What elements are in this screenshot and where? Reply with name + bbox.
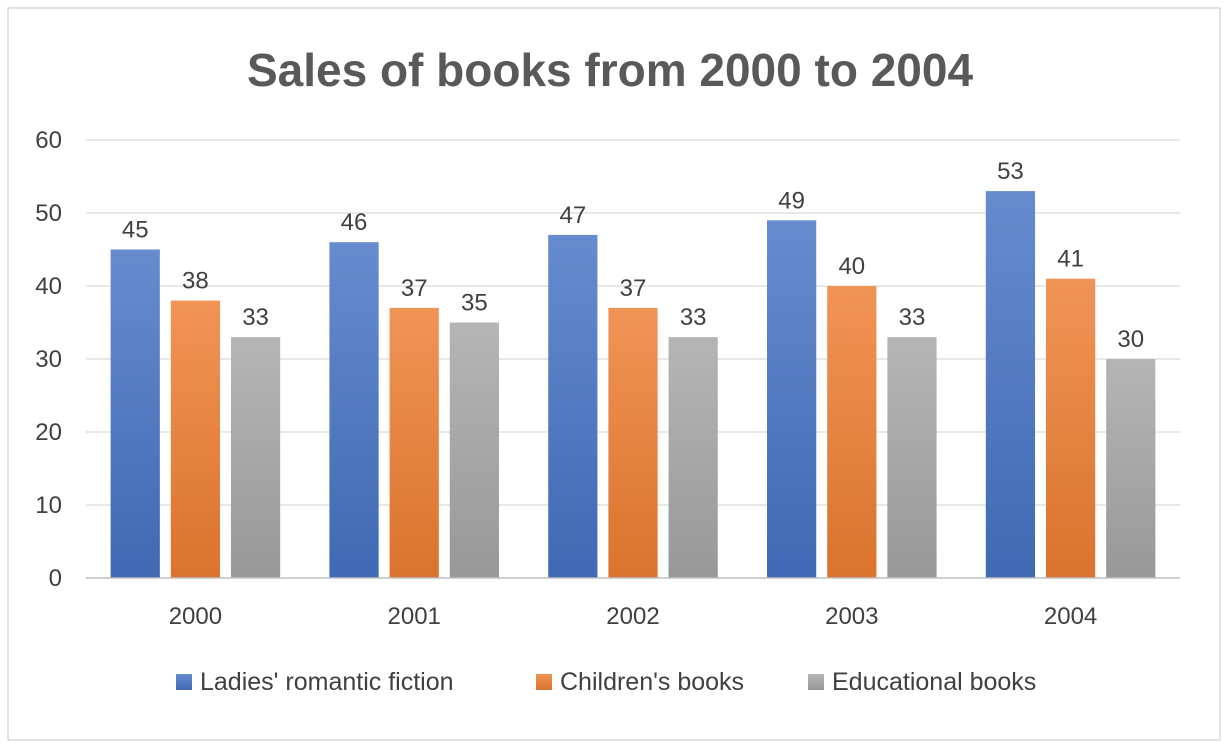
bar <box>389 307 439 578</box>
bar <box>827 286 877 578</box>
y-tick-label: 60 <box>35 127 62 154</box>
y-tick-label: 30 <box>35 346 62 373</box>
data-label: 45 <box>122 217 149 244</box>
data-label: 30 <box>1117 326 1144 353</box>
legend-label: Educational books <box>832 668 1036 696</box>
x-tick-label: 2004 <box>1044 603 1097 630</box>
legend-swatch <box>808 674 824 690</box>
chart-title: Sales of books from 2000 to 2004 <box>247 44 973 96</box>
legend-swatch <box>176 674 192 690</box>
data-label: 33 <box>899 304 926 331</box>
x-tick-label: 2002 <box>606 603 659 630</box>
bar <box>548 234 598 578</box>
bar <box>887 337 937 578</box>
bar <box>1106 359 1156 578</box>
bar <box>985 191 1036 578</box>
data-label: 41 <box>1057 246 1084 273</box>
data-label: 46 <box>341 209 368 236</box>
data-label: 38 <box>182 268 209 295</box>
bar <box>767 220 817 579</box>
data-labels: 45 38 33 46 37 35 47 37 33 49 40 33 53 41 30 <box>122 158 1144 353</box>
y-tick-label: 10 <box>35 492 62 519</box>
bar <box>449 322 499 578</box>
data-label: 35 <box>461 290 488 317</box>
data-label: 40 <box>838 253 865 280</box>
data-label: 33 <box>242 304 269 331</box>
x-tick-label: 2003 <box>825 603 878 630</box>
bar <box>170 300 221 578</box>
bar <box>329 242 379 578</box>
bar <box>230 337 281 578</box>
bars <box>110 191 1156 579</box>
data-label: 47 <box>559 202 586 229</box>
x-axis-ticks: 2000 2001 2002 2003 2004 <box>169 603 1098 630</box>
bar <box>668 337 718 578</box>
data-label: 53 <box>997 158 1024 185</box>
x-tick-label: 2001 <box>388 603 441 630</box>
data-label: 37 <box>401 275 428 302</box>
x-tick-label: 2000 <box>169 603 222 630</box>
legend-label: Children's books <box>560 668 744 696</box>
y-axis-ticks: 0 10 20 30 40 50 60 <box>35 127 62 592</box>
y-tick-label: 20 <box>35 419 62 446</box>
y-tick-label: 40 <box>35 273 62 300</box>
y-tick-label: 50 <box>35 200 62 227</box>
bar <box>110 249 160 578</box>
bar <box>1045 278 1096 578</box>
legend: Ladies' romantic fiction Children's books… <box>176 668 1036 696</box>
data-label: 37 <box>620 275 647 302</box>
bar <box>608 307 658 578</box>
legend-swatch <box>536 674 552 690</box>
data-label: 33 <box>680 304 707 331</box>
data-label: 49 <box>778 187 805 214</box>
y-tick-label: 0 <box>49 565 62 592</box>
legend-label: Ladies' romantic fiction <box>200 668 454 696</box>
